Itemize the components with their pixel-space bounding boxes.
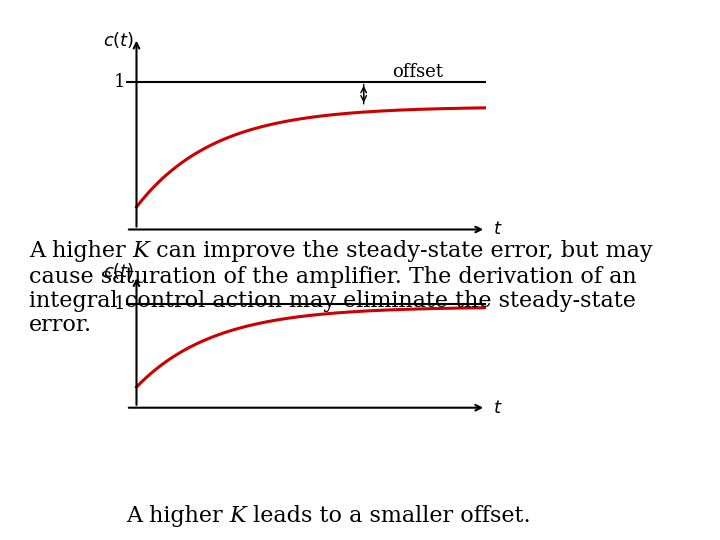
Text: A higher: A higher [126,505,230,527]
Text: $t$: $t$ [493,220,503,239]
Text: 1: 1 [113,73,125,91]
Text: integral control action may eliminate the steady-state: integral control action may eliminate th… [29,290,636,312]
Text: can improve the steady-state error, but may: can improve the steady-state error, but … [149,240,653,262]
Text: $t$: $t$ [493,399,503,417]
Text: K: K [132,240,149,262]
Text: K: K [230,505,246,527]
Text: A higher: A higher [29,240,132,262]
Text: 1: 1 [113,295,125,313]
Text: leads to a smaller offset.: leads to a smaller offset. [246,505,531,527]
Text: cause saturation of the amplifier. The derivation of an: cause saturation of the amplifier. The d… [29,266,636,288]
Text: $c(t)$: $c(t)$ [103,261,135,281]
Text: offset: offset [392,63,443,80]
Text: error.: error. [29,314,92,336]
Text: $c(t)$: $c(t)$ [103,30,135,50]
